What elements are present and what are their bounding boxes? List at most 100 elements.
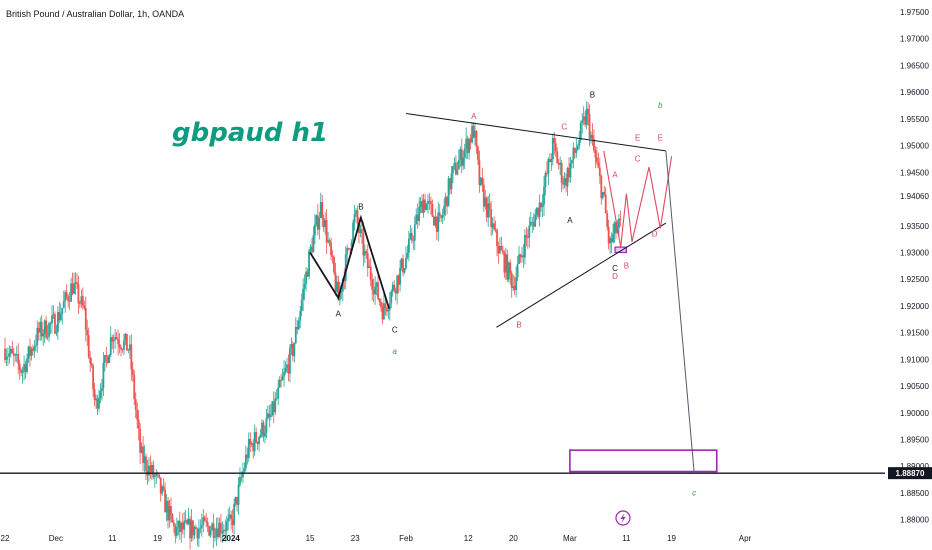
candle: [202, 508, 205, 533]
candle: [287, 354, 290, 382]
candle: [468, 137, 471, 160]
candle: [237, 477, 240, 515]
candle: [601, 191, 604, 200]
candle: [327, 231, 330, 245]
candle: [231, 509, 234, 533]
candle: [312, 226, 315, 253]
candle: [209, 526, 212, 538]
event-marker-icon[interactable]: [615, 510, 631, 526]
candle: [30, 346, 33, 361]
candle: [117, 329, 119, 356]
candle: [221, 521, 224, 543]
candle: [560, 160, 563, 193]
candle: [547, 157, 550, 186]
candle: [277, 379, 280, 406]
candle: [36, 320, 39, 353]
candle: [103, 354, 106, 372]
candle: [195, 524, 197, 530]
candle: [418, 197, 421, 226]
candle: [140, 442, 143, 454]
target-zone-box[interactable]: [569, 449, 718, 473]
candle: [203, 515, 206, 522]
price-tick-label: 1.90500: [900, 382, 929, 391]
candle: [7, 347, 9, 366]
candle: [233, 498, 236, 535]
candle: [230, 510, 233, 530]
candle: [59, 303, 62, 322]
candle: [262, 420, 265, 442]
candle: [40, 315, 43, 341]
candle: [528, 216, 531, 248]
candle: [83, 300, 86, 311]
candle: [208, 525, 211, 537]
candle: [336, 275, 338, 294]
wave-label: A: [336, 310, 342, 319]
candle: [363, 244, 366, 264]
candle: [538, 194, 541, 227]
candle: [566, 166, 569, 196]
candle: [353, 204, 356, 231]
candle: [356, 205, 359, 231]
candle: [164, 482, 166, 513]
candle: [305, 266, 307, 292]
candle: [158, 474, 161, 480]
candle: [359, 224, 362, 238]
candle: [49, 321, 52, 335]
triangle-projection-line[interactable]: [603, 150, 673, 248]
candle: [197, 519, 200, 547]
price-axis[interactable]: 1.97500 1.97000 1.96500 1.96000 1.95500 1.950…: [888, 8, 932, 525]
candle: [218, 517, 221, 538]
candle: [590, 131, 592, 144]
candle: [90, 357, 93, 368]
candle: [302, 278, 305, 311]
candle: [383, 293, 385, 320]
candle: [98, 389, 100, 413]
candle: [272, 391, 275, 423]
candle: [607, 219, 610, 250]
candle: [419, 196, 422, 214]
lower-trendline[interactable]: [496, 222, 667, 328]
candle: [381, 302, 384, 325]
candle: [444, 192, 447, 216]
abc-zigzag-line[interactable]: [309, 214, 390, 309]
candle: [372, 278, 375, 303]
candle: [297, 317, 300, 331]
wave-c-projection-line[interactable]: [665, 150, 695, 474]
price-tick-label: 1.92500: [900, 275, 929, 284]
candle: [490, 200, 493, 237]
candle: [14, 353, 17, 362]
candle: [173, 519, 175, 534]
candle: [168, 499, 171, 528]
candle: [269, 403, 272, 421]
candle: [460, 138, 463, 174]
candle: [93, 382, 96, 407]
candle: [313, 213, 316, 245]
candle: [366, 244, 369, 277]
time-axis[interactable]: 22 Dec 11 19 2024 15 23 Feb 12 20 Mar 11 19 Apr: [1, 534, 752, 543]
current-price-tag: 1.88870: [888, 467, 932, 480]
candle: [280, 373, 283, 388]
candle: [120, 344, 122, 357]
wave-label: c: [692, 489, 696, 498]
candle: [544, 170, 547, 196]
wave-label: C: [635, 155, 641, 164]
candle: [67, 294, 70, 308]
candle: [432, 215, 435, 226]
candle: [405, 246, 407, 271]
candle: [247, 432, 250, 462]
candle: [428, 192, 431, 210]
candle: [581, 113, 584, 134]
candle: [396, 275, 399, 305]
candle: [371, 273, 374, 301]
candle: [478, 150, 481, 193]
candle: [606, 210, 609, 231]
upper-trendline[interactable]: [406, 113, 666, 152]
candle: [196, 527, 199, 546]
candle: [507, 261, 510, 283]
candle: [410, 227, 413, 244]
candle: [217, 516, 219, 540]
candle: [250, 441, 253, 448]
candle: [181, 513, 184, 535]
candle: [497, 241, 500, 264]
